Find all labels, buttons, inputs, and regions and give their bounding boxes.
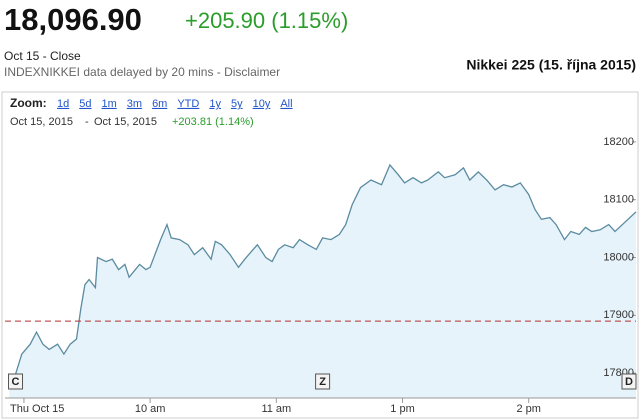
zoom-option[interactable]: 10y (253, 98, 271, 110)
source: INDEXNIKKEI data delayed by 20 mins - Di… (4, 65, 280, 79)
zoom-option[interactable]: 6m (152, 98, 167, 110)
event-flag[interactable] (621, 373, 637, 390)
zoom-label: Zoom: (10, 96, 47, 110)
zoom-option[interactable]: 5y (231, 98, 243, 110)
event-flag-label: C (12, 376, 20, 388)
x-tick-label: 1 pm (390, 403, 414, 415)
y-tick-label: 18100 (603, 194, 634, 206)
zoom-option[interactable]: 1y (209, 98, 221, 110)
event-flag-label: Z (319, 376, 326, 388)
zoom-option[interactable]: 3m (127, 98, 142, 110)
range-separator: - (85, 116, 89, 128)
zoom-option[interactable]: 1m (102, 98, 117, 110)
x-tick-label: 10 am (135, 403, 166, 415)
range-change: +203.81 (1.14%) (172, 116, 254, 128)
event-flag[interactable] (8, 373, 24, 390)
caption: Nikkei 225 (15. října 2015) (466, 57, 636, 73)
y-tick-label: 18000 (603, 251, 634, 263)
x-tick-label: Thu Oct 15 (10, 403, 64, 415)
price-line (8, 163, 637, 385)
status: Oct 15 - Close (4, 49, 81, 63)
range-from[interactable]: Oct 15, 2015 (10, 116, 73, 128)
price-change: +205.90 (1.15%) (185, 8, 348, 33)
range-to[interactable]: Oct 15, 2015 (94, 116, 157, 128)
zoom-option[interactable]: YTD (177, 98, 199, 110)
zoom-option[interactable]: All (280, 98, 292, 110)
zoom-option[interactable]: 5d (79, 98, 91, 110)
area-fill (9, 165, 636, 398)
x-tick-label: 2 pm (516, 403, 540, 415)
event-flag[interactable] (315, 373, 331, 390)
y-tick-label: 18200 (603, 136, 634, 148)
event-flag-label: D (625, 376, 633, 388)
y-tick-label: 17900 (603, 309, 634, 321)
zoom-option[interactable]: 1d (57, 98, 69, 110)
price: 18,096.90 (4, 2, 142, 37)
x-tick-label: 11 am (261, 403, 291, 415)
